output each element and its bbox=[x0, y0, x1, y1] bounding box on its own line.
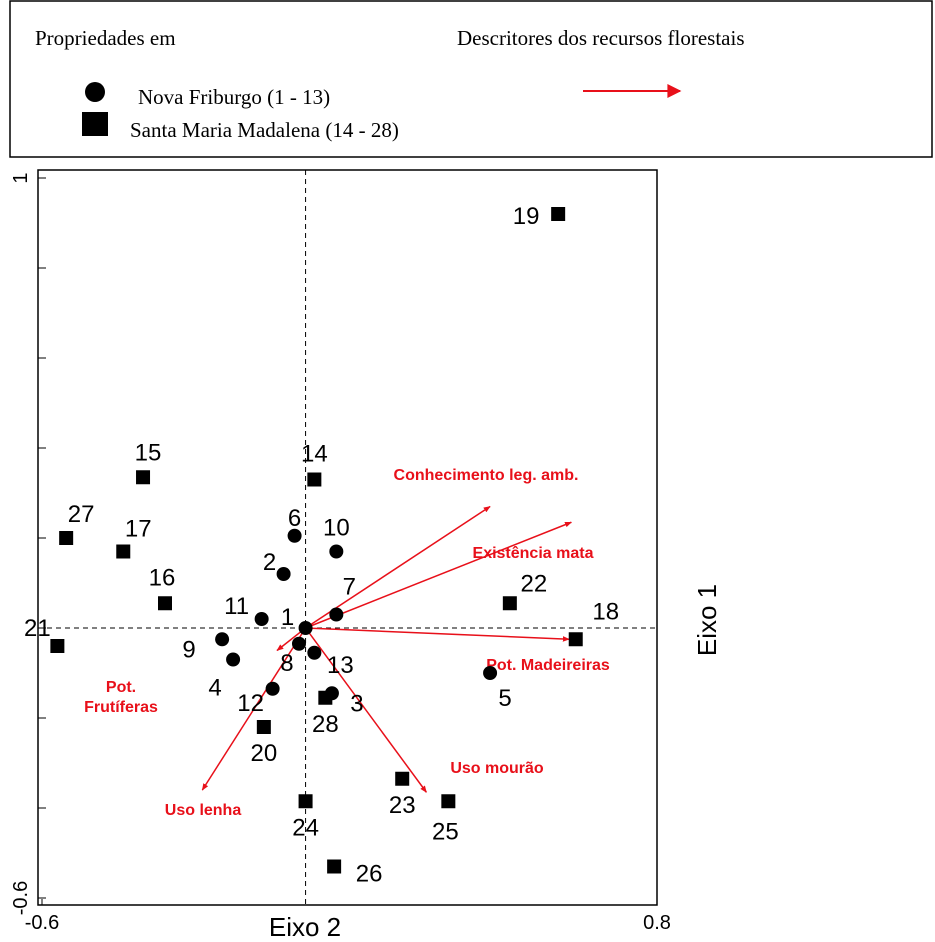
point-label: 26 bbox=[356, 861, 383, 888]
point-label: 23 bbox=[389, 792, 416, 819]
point bbox=[291, 636, 306, 651]
point-label: 21 bbox=[24, 615, 51, 642]
vector-arrow bbox=[201, 627, 307, 791]
point bbox=[276, 567, 291, 581]
point bbox=[483, 666, 498, 680]
legend-box bbox=[9, 0, 933, 158]
point-label: 6 bbox=[288, 505, 301, 532]
point bbox=[254, 612, 269, 626]
point bbox=[329, 544, 344, 559]
point-label: 2 bbox=[263, 549, 276, 576]
legend-marker bbox=[82, 112, 108, 136]
point bbox=[158, 596, 172, 611]
point bbox=[215, 632, 230, 647]
point bbox=[298, 621, 313, 635]
point bbox=[307, 645, 322, 660]
point-label: 28 bbox=[312, 711, 339, 738]
point bbox=[502, 596, 517, 611]
point-label: 14 bbox=[301, 441, 328, 468]
point-label: 27 bbox=[68, 501, 95, 528]
legend-title: Propriedades em bbox=[35, 26, 176, 50]
vector-label: Existência mata bbox=[473, 545, 594, 562]
point-label: 8 bbox=[280, 650, 293, 677]
point bbox=[318, 690, 333, 705]
y-tick-label: -0.6 bbox=[10, 881, 32, 915]
point-label: 9 bbox=[182, 636, 195, 663]
point-label: 20 bbox=[250, 740, 277, 767]
legend-title: Descritores dos recursos florestais bbox=[457, 26, 745, 50]
point-label: 16 bbox=[149, 564, 176, 591]
point-label: 12 bbox=[237, 690, 264, 717]
point-label: 15 bbox=[135, 439, 162, 466]
point-label: 18 bbox=[592, 598, 619, 625]
point bbox=[136, 470, 151, 485]
vector-label: Conhecimento leg. amb. bbox=[394, 467, 579, 484]
point bbox=[256, 720, 271, 734]
point-label: 4 bbox=[208, 675, 221, 702]
vector-label: Pot. Madeireiras bbox=[486, 657, 610, 674]
point-label: 11 bbox=[224, 593, 249, 620]
point-label: 17 bbox=[125, 516, 152, 543]
point-label: 19 bbox=[513, 203, 540, 230]
vector-arrow bbox=[304, 627, 427, 793]
point bbox=[568, 632, 583, 647]
point bbox=[298, 794, 313, 809]
vector-label: Uso mourão bbox=[450, 760, 544, 777]
x-tick-label: -0.6 bbox=[25, 912, 59, 934]
point-label: 25 bbox=[432, 818, 459, 845]
point bbox=[327, 859, 342, 874]
point bbox=[329, 607, 344, 622]
point bbox=[226, 652, 241, 667]
vector-label: Pot. Frutíferas bbox=[84, 679, 158, 716]
point-label: 24 bbox=[292, 814, 319, 841]
point bbox=[116, 544, 131, 559]
point-label: 3 bbox=[350, 690, 363, 717]
point-label: 10 bbox=[323, 515, 350, 542]
point-label: 7 bbox=[343, 574, 356, 601]
vector-arrow bbox=[305, 627, 570, 642]
point bbox=[50, 639, 65, 653]
x-tick-label: 0.8 bbox=[643, 912, 671, 934]
y-axis-title: Eixo 1 bbox=[692, 584, 722, 656]
point bbox=[441, 794, 456, 809]
legend-label: Nova Friburgo (1 - 13) bbox=[138, 85, 330, 109]
point bbox=[395, 771, 410, 786]
point-label: 1 bbox=[281, 604, 294, 631]
y-tick-label: 1 bbox=[10, 172, 32, 183]
legend-label: Santa Maria Madalena (14 - 28) bbox=[130, 118, 399, 142]
vector-arrow bbox=[305, 521, 572, 629]
vector-label: Uso lenha bbox=[165, 802, 242, 819]
legend-marker bbox=[85, 82, 105, 102]
point-label: 22 bbox=[520, 570, 547, 597]
point bbox=[59, 531, 74, 545]
point-label: 13 bbox=[327, 652, 354, 679]
point bbox=[551, 207, 566, 221]
point-label: 5 bbox=[498, 685, 511, 712]
vector-label-line: Frutíferas bbox=[84, 699, 158, 716]
point bbox=[265, 681, 280, 696]
point bbox=[307, 472, 322, 487]
vector-label-line: Pot. bbox=[106, 679, 136, 696]
x-axis-title: Eixo 2 bbox=[269, 912, 341, 942]
point bbox=[287, 528, 302, 543]
